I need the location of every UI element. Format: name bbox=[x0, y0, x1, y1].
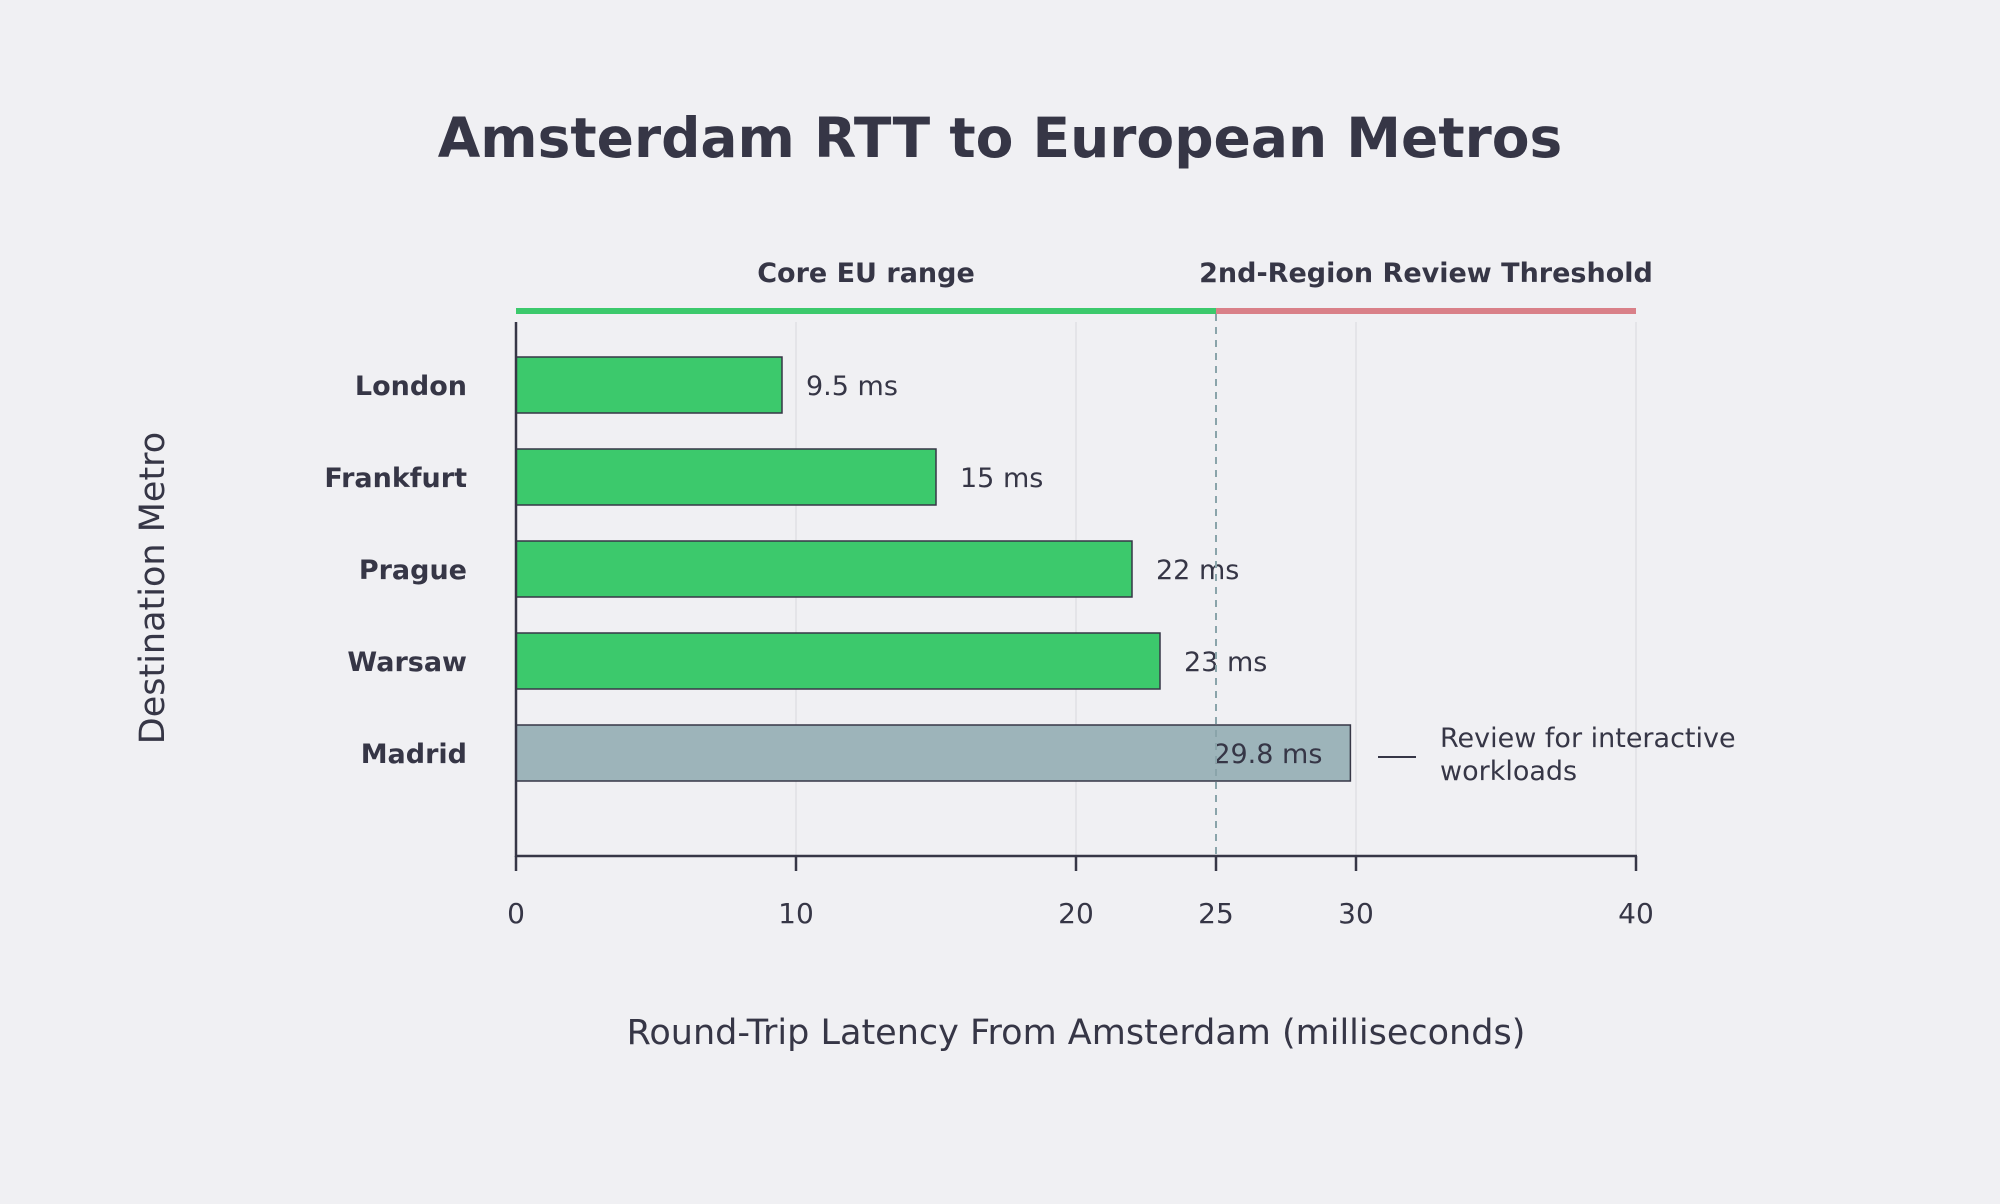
data-label: 9.5 ms bbox=[806, 371, 898, 402]
x-tick-label: 30 bbox=[1338, 897, 1374, 930]
category-label: Frankfurt bbox=[324, 463, 467, 494]
category-label: London bbox=[355, 371, 467, 402]
data-label: 22 ms bbox=[1156, 555, 1239, 586]
bar bbox=[515, 448, 937, 506]
x-tick-label: 25 bbox=[1198, 897, 1234, 930]
chart-title: Amsterdam RTT to European Metros bbox=[438, 106, 1563, 170]
category-label: Prague bbox=[359, 555, 467, 586]
bar bbox=[515, 724, 1352, 782]
data-label: 23 ms bbox=[1184, 647, 1267, 678]
y-axis-title: Destination Metro bbox=[133, 432, 173, 744]
band-label: 2nd-Region Review Threshold bbox=[1199, 258, 1653, 289]
category-label: Madrid bbox=[361, 739, 467, 770]
bar bbox=[515, 356, 783, 414]
band-label: Core EU range bbox=[757, 258, 975, 289]
data-label: 15 ms bbox=[960, 463, 1043, 494]
x-axis-title: Round-Trip Latency From Amsterdam (milli… bbox=[627, 1013, 1526, 1053]
bar bbox=[515, 632, 1161, 690]
x-tick-label: 0 bbox=[507, 897, 525, 930]
category-label: Warsaw bbox=[347, 647, 467, 678]
x-tick-label: 20 bbox=[1058, 897, 1094, 930]
bar bbox=[515, 540, 1133, 598]
x-tick-label: 10 bbox=[778, 897, 814, 930]
annotation-line: Review for interactive bbox=[1440, 723, 1736, 754]
annotation-text: Review for interactive workloads bbox=[1440, 723, 1736, 787]
plot-area: Core EU range 2nd-Region Review Threshold… bbox=[324, 258, 1735, 930]
data-label: 29.8 ms bbox=[1213, 739, 1322, 770]
annotation-line: workloads bbox=[1440, 756, 1577, 787]
x-tick-label: 40 bbox=[1618, 897, 1654, 930]
